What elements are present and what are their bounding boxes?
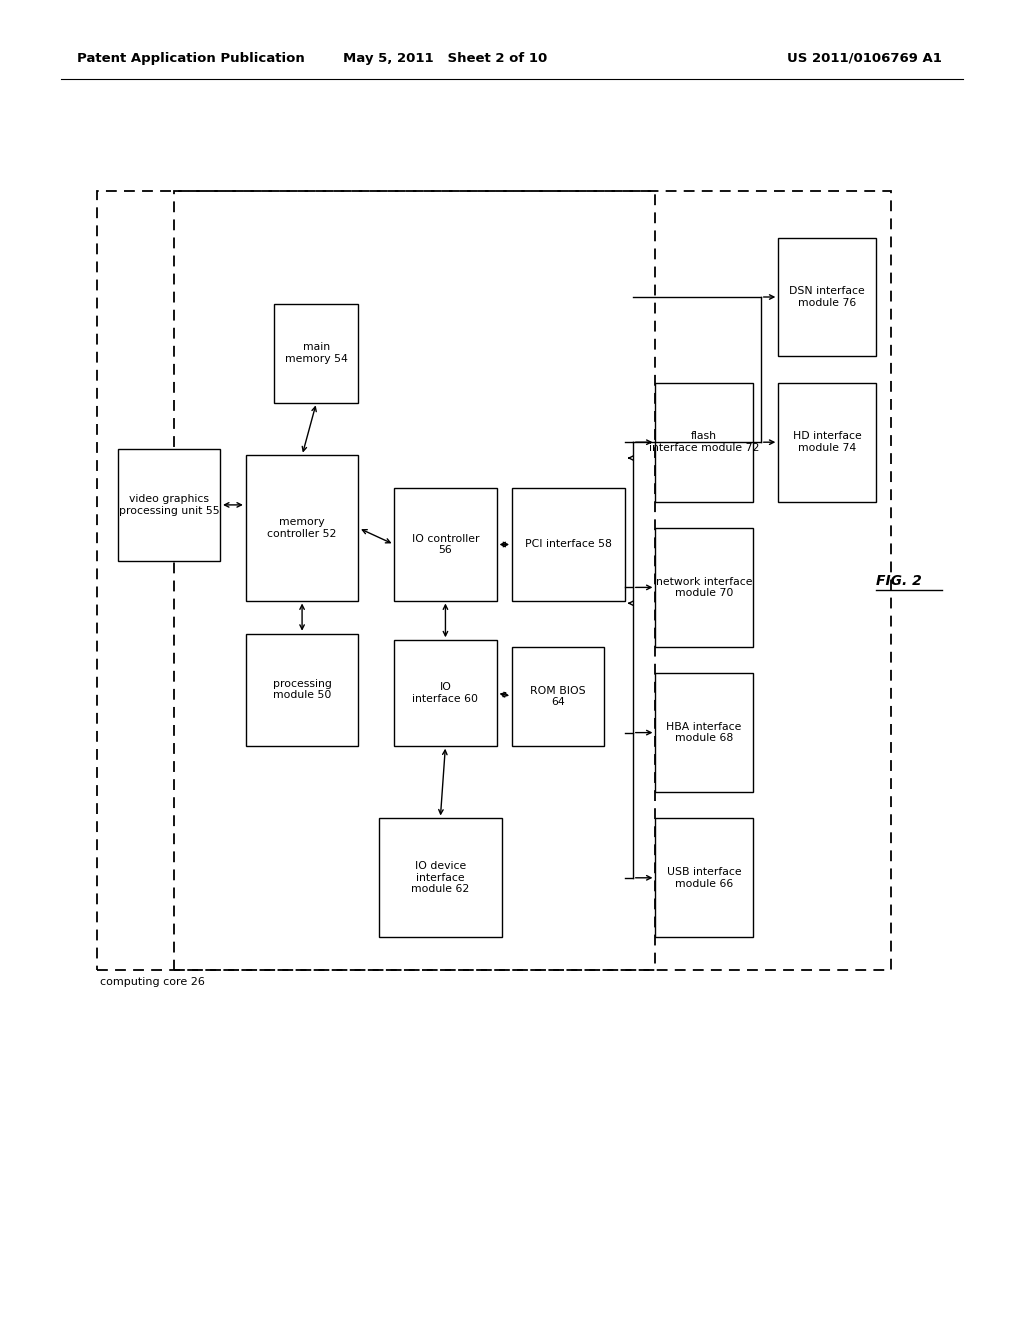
Text: memory
controller 52: memory controller 52 <box>267 517 337 539</box>
FancyBboxPatch shape <box>778 383 876 502</box>
FancyBboxPatch shape <box>394 488 497 601</box>
FancyBboxPatch shape <box>655 528 753 647</box>
FancyBboxPatch shape <box>655 383 753 502</box>
FancyBboxPatch shape <box>778 238 876 356</box>
FancyBboxPatch shape <box>274 304 358 403</box>
FancyBboxPatch shape <box>655 818 753 937</box>
FancyBboxPatch shape <box>118 449 220 561</box>
Text: US 2011/0106769 A1: US 2011/0106769 A1 <box>787 51 942 65</box>
Text: USB interface
module 66: USB interface module 66 <box>667 867 741 888</box>
Text: May 5, 2011   Sheet 2 of 10: May 5, 2011 Sheet 2 of 10 <box>343 51 548 65</box>
Text: PCI interface 58: PCI interface 58 <box>525 540 611 549</box>
Text: network interface
module 70: network interface module 70 <box>655 577 753 598</box>
Text: ROM BIOS
64: ROM BIOS 64 <box>530 685 586 708</box>
Text: main
memory 54: main memory 54 <box>285 342 348 364</box>
FancyBboxPatch shape <box>379 818 502 937</box>
FancyBboxPatch shape <box>246 634 358 746</box>
Text: IO device
interface
module 62: IO device interface module 62 <box>412 861 469 895</box>
FancyBboxPatch shape <box>394 640 497 746</box>
Text: computing core 26: computing core 26 <box>100 977 205 987</box>
Text: FIG. 2: FIG. 2 <box>876 574 922 587</box>
Text: DSN interface
module 76: DSN interface module 76 <box>790 286 864 308</box>
Text: processing
module 50: processing module 50 <box>272 678 332 701</box>
FancyBboxPatch shape <box>246 455 358 601</box>
FancyBboxPatch shape <box>512 647 604 746</box>
Text: IO
interface 60: IO interface 60 <box>413 682 478 704</box>
Text: HBA interface
module 68: HBA interface module 68 <box>667 722 741 743</box>
Text: flash
interface module 72: flash interface module 72 <box>649 432 759 453</box>
Text: IO controller
56: IO controller 56 <box>412 533 479 556</box>
FancyBboxPatch shape <box>512 488 625 601</box>
Text: HD interface
module 74: HD interface module 74 <box>793 432 861 453</box>
Text: Patent Application Publication: Patent Application Publication <box>77 51 304 65</box>
Text: video graphics
processing unit 55: video graphics processing unit 55 <box>119 494 219 516</box>
FancyBboxPatch shape <box>655 673 753 792</box>
